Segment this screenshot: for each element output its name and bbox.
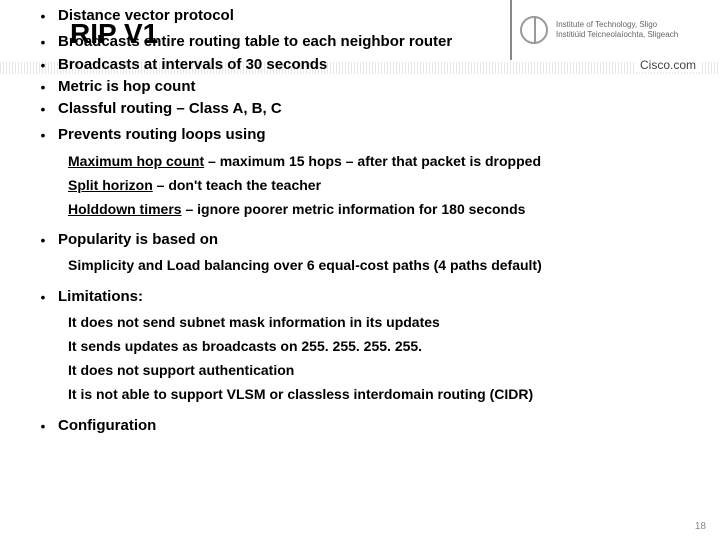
bullet-icon: •: [28, 230, 58, 247]
bullet-9: • Configuration: [28, 416, 700, 436]
bullet-icon: •: [28, 125, 58, 142]
sub-term: Split horizon: [68, 177, 153, 193]
bullet-5: • Classful routing – Class A, B, C: [28, 99, 700, 119]
sub-7-1: Simplicity and Load balancing over 6 equ…: [68, 256, 700, 274]
bullet-icon: •: [28, 55, 58, 72]
bullet-8: • Limitations:: [28, 287, 700, 307]
bullet-3: • Broadcasts at intervals of 30 seconds: [28, 55, 700, 75]
sub-term: Holddown timers: [68, 201, 182, 217]
sub-8-1: It does not send subnet mask information…: [68, 313, 700, 331]
bullet-text: Popularity is based on: [58, 230, 700, 250]
bullet-icon: •: [28, 416, 58, 433]
bullet-text: Classful routing – Class A, B, C: [58, 99, 700, 119]
bullet-4: • Metric is hop count: [28, 77, 700, 97]
sub-term: Maximum hop count: [68, 153, 204, 169]
bullet-icon: •: [28, 99, 58, 116]
sub-8-3: It does not support authentication: [68, 361, 700, 379]
sub-rest: – don't teach the teacher: [153, 177, 321, 193]
bullet-text: Configuration: [58, 416, 700, 436]
sub-8-4: It is not able to support VLSM or classl…: [68, 385, 700, 403]
slide-body: • Distance vector protocol • Broadcasts …: [28, 6, 700, 436]
bullet-2: • Broadcasts entire routing table to eac…: [28, 32, 700, 52]
bullet-1: • Distance vector protocol: [28, 6, 700, 26]
bullet-text: Prevents routing loops using: [58, 125, 700, 145]
sub-rest: – maximum 15 hops – after that packet is…: [204, 153, 541, 169]
sub-8-2: It sends updates as broadcasts on 255. 2…: [68, 337, 700, 355]
bullet-text: Metric is hop count: [58, 77, 700, 97]
bullet-text: Broadcasts at intervals of 30 seconds: [58, 55, 700, 75]
bullet-text: Distance vector protocol: [58, 6, 700, 26]
sub-6-1: Maximum hop count – maximum 15 hops – af…: [68, 152, 700, 170]
sub-6-3: Holddown timers – ignore poorer metric i…: [68, 200, 700, 218]
sub-6-2: Split horizon – don't teach the teacher: [68, 176, 700, 194]
bullet-7: • Popularity is based on: [28, 230, 700, 250]
bullet-icon: •: [28, 32, 58, 49]
bullet-icon: •: [28, 287, 58, 304]
page-number: 18: [695, 521, 706, 532]
sub-rest: – ignore poorer metric information for 1…: [182, 201, 526, 217]
bullet-icon: •: [28, 77, 58, 94]
bullet-6: • Prevents routing loops using: [28, 125, 700, 145]
bullet-text: Limitations:: [58, 287, 700, 307]
bullet-text: Broadcasts entire routing table to each …: [58, 32, 700, 52]
bullet-icon: •: [28, 6, 58, 23]
